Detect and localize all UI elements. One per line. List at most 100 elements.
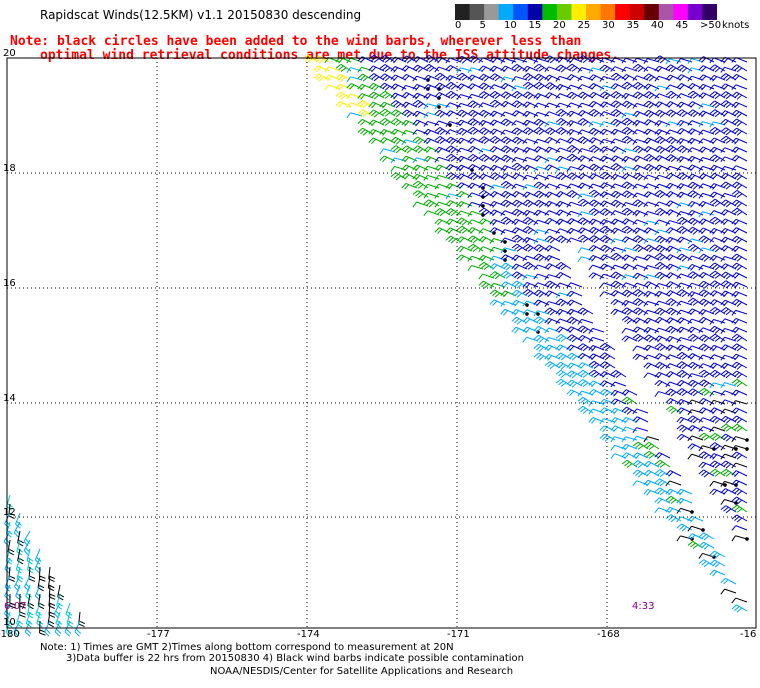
latitude-label: 10 (3, 617, 16, 628)
wind-barb (478, 82, 495, 91)
wind-barb (500, 180, 517, 189)
wind-barb (720, 453, 737, 460)
wind-barb (731, 326, 748, 334)
wind-barb (434, 72, 451, 81)
wind-barb (621, 274, 638, 281)
wind-barb (610, 128, 627, 136)
wind-barb (467, 83, 484, 90)
wind-barb (555, 127, 572, 136)
wind-barb (698, 369, 715, 378)
wind-barb (500, 308, 517, 316)
wind-barb (390, 145, 407, 154)
wind-barb (533, 229, 550, 236)
wind-barb (665, 488, 682, 496)
wind-barb (676, 127, 693, 135)
wind-barb (720, 290, 737, 298)
wind-barb (26, 548, 34, 565)
wind-barb (423, 63, 440, 72)
wind-barb (731, 317, 748, 325)
wind-barb (698, 253, 715, 262)
wind-barb (555, 369, 572, 378)
wind-barb (335, 83, 352, 91)
wind-barb (654, 459, 671, 468)
wind-barb (643, 488, 660, 496)
wind-barb (621, 207, 638, 216)
wind-barb (654, 85, 671, 92)
wind-barb (346, 67, 363, 74)
wind-barb (357, 66, 374, 73)
wind-barb (731, 504, 748, 513)
wind-barb (522, 138, 539, 145)
wind-barb (500, 237, 517, 244)
wind-barb (709, 210, 726, 216)
wind-barb (720, 236, 737, 244)
wind-barb (588, 264, 605, 271)
wind-speed-color-legend (455, 4, 718, 24)
wind-barb (555, 172, 572, 181)
wind-barb (566, 137, 583, 144)
wind-barb (610, 155, 627, 162)
wind-barb (709, 318, 726, 325)
wind-barb (632, 416, 649, 423)
wind-barb (478, 136, 495, 145)
wind-barb (610, 389, 627, 397)
wind-barb (665, 325, 682, 334)
wind-barb (401, 139, 418, 146)
wind-barb (511, 120, 528, 126)
wind-barb (643, 469, 660, 477)
wind-barb (665, 90, 682, 99)
wind-barb (489, 65, 506, 73)
wind-barb (698, 121, 715, 128)
wind-barb (720, 362, 737, 370)
wind-barb (511, 156, 528, 163)
wind-barb (687, 200, 704, 208)
wind-barb (643, 109, 660, 118)
wind-barb (489, 84, 506, 90)
wind-barb (654, 207, 671, 216)
wind-barb (434, 109, 451, 118)
wind-barb (56, 593, 63, 610)
wind-barb (720, 91, 737, 100)
wind-barb (412, 145, 429, 154)
wind-barb (588, 144, 605, 153)
wind-barb (544, 111, 561, 117)
wind-barb (577, 129, 594, 136)
wind-barb (577, 66, 594, 73)
wind-barb (665, 272, 682, 279)
wind-barb (566, 282, 583, 288)
wind-barb (588, 137, 605, 144)
wind-barb (522, 226, 539, 235)
wind-barb (434, 146, 451, 154)
wind-barb (709, 74, 726, 82)
wind-barb (654, 316, 671, 324)
wind-barb (665, 354, 682, 360)
wind-barb (632, 227, 649, 235)
wind-barb (555, 138, 572, 144)
wind-barb (643, 274, 660, 281)
credit-line: NOAA/NESDIS/Center for Satellite Applica… (210, 666, 514, 677)
wind-barb (357, 127, 374, 136)
wind-barb (489, 184, 506, 191)
wind-barb (302, 54, 319, 63)
wind-barb (335, 101, 352, 108)
wind-barb (423, 192, 440, 199)
wind-barb (544, 245, 561, 252)
wind-barb (478, 164, 495, 172)
wind-barb (555, 166, 572, 173)
wind-barb (654, 244, 671, 253)
wind-barb (643, 66, 660, 73)
wind-barb (566, 153, 583, 162)
wind-barb (665, 84, 682, 91)
wind-barb (643, 100, 660, 109)
wind-barb (544, 274, 561, 281)
wind-barb (676, 516, 693, 523)
wind-barb (621, 436, 638, 443)
legend-tick: 30 (602, 20, 615, 31)
wind-barb (555, 344, 572, 352)
wind-barb (379, 148, 396, 155)
wind-barb (720, 280, 737, 289)
legend-tick: 0 (455, 20, 462, 31)
wind-barb (720, 299, 737, 307)
wind-barb (665, 405, 682, 414)
wind-barb (566, 201, 583, 208)
